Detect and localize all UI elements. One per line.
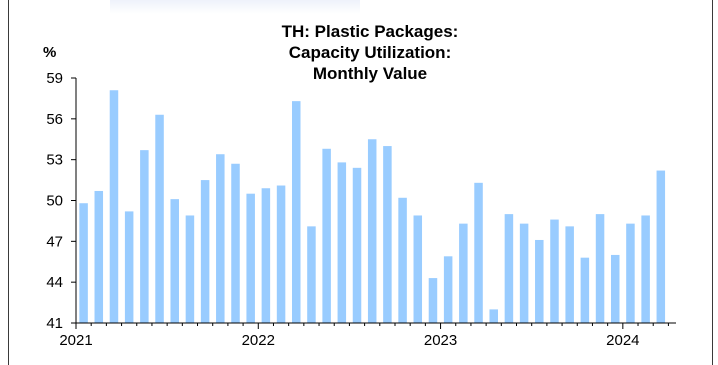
bar-2022-09 <box>383 146 392 323</box>
bar-2024-03 <box>656 170 666 323</box>
bar-2022-03 <box>292 101 301 323</box>
bar-2023-01 <box>443 256 453 323</box>
bar-2022-06 <box>337 162 347 323</box>
bar-2022-10 <box>398 197 407 323</box>
chart-title-line-1: TH: Plastic Packages: <box>281 22 459 41</box>
bar-2023-11 <box>595 214 605 323</box>
bar-2021-04 <box>124 211 134 323</box>
bar-2023-04 <box>489 309 498 323</box>
bar-2023-02 <box>459 223 468 323</box>
bar-2021-05 <box>140 150 149 323</box>
y-tick-label-47: 47 <box>46 233 63 250</box>
x-tick-label-2021: 2021 <box>59 332 92 349</box>
bar-2023-06 <box>519 223 529 323</box>
chart-title-line-2: Capacity Utilization: <box>288 43 452 62</box>
bar-2024-01 <box>626 223 635 323</box>
bar-2023-12 <box>610 254 620 323</box>
x-tick-label-2024: 2024 <box>606 332 639 349</box>
bar-2022-04 <box>307 226 316 323</box>
bar-2022-01 <box>261 188 271 323</box>
bar-2021-02 <box>94 190 104 323</box>
bar-2023-05 <box>504 214 514 323</box>
bar-2021-07 <box>170 199 179 323</box>
y-tick-label-41: 41 <box>46 315 63 332</box>
bar-2021-12 <box>246 193 255 323</box>
bar-2021-06 <box>155 114 164 323</box>
bar-2023-07 <box>535 239 544 323</box>
chart-title-line-3: Monthly Value <box>312 64 428 83</box>
x-tick-label-2022: 2022 <box>242 332 275 349</box>
bar-2021-09 <box>200 180 210 323</box>
bar-2022-11 <box>413 215 423 323</box>
y-tick-label-53: 53 <box>46 152 63 169</box>
y-tick-label-44: 44 <box>46 274 63 291</box>
bar-2023-09 <box>565 226 574 323</box>
bar-2023-08 <box>550 219 559 323</box>
bar-2021-03 <box>109 90 119 323</box>
frame-left-border <box>8 0 9 365</box>
y-tick-label-50: 50 <box>46 193 63 210</box>
y-tick-label-59: 59 <box>46 70 63 87</box>
bar-2021-10 <box>216 154 225 323</box>
bar-2021-08 <box>185 215 195 323</box>
top-shade <box>110 0 360 14</box>
bar-2023-03 <box>474 182 483 323</box>
bar-2022-02 <box>276 185 286 323</box>
bar-2022-08 <box>367 139 377 323</box>
bar-2022-12 <box>428 278 438 323</box>
bar-2022-07 <box>352 167 362 323</box>
bar-2024-02 <box>641 215 650 323</box>
bar-2021-11 <box>231 163 240 323</box>
frame-right-border <box>712 0 713 365</box>
y-tick-label-56: 56 <box>46 111 63 128</box>
y-axis-unit-label: % <box>43 44 57 61</box>
x-tick-label-2023: 2023 <box>424 332 457 349</box>
bar-2021-01 <box>79 203 88 323</box>
bar-2022-05 <box>322 148 331 323</box>
bar-2023-10 <box>580 257 590 323</box>
